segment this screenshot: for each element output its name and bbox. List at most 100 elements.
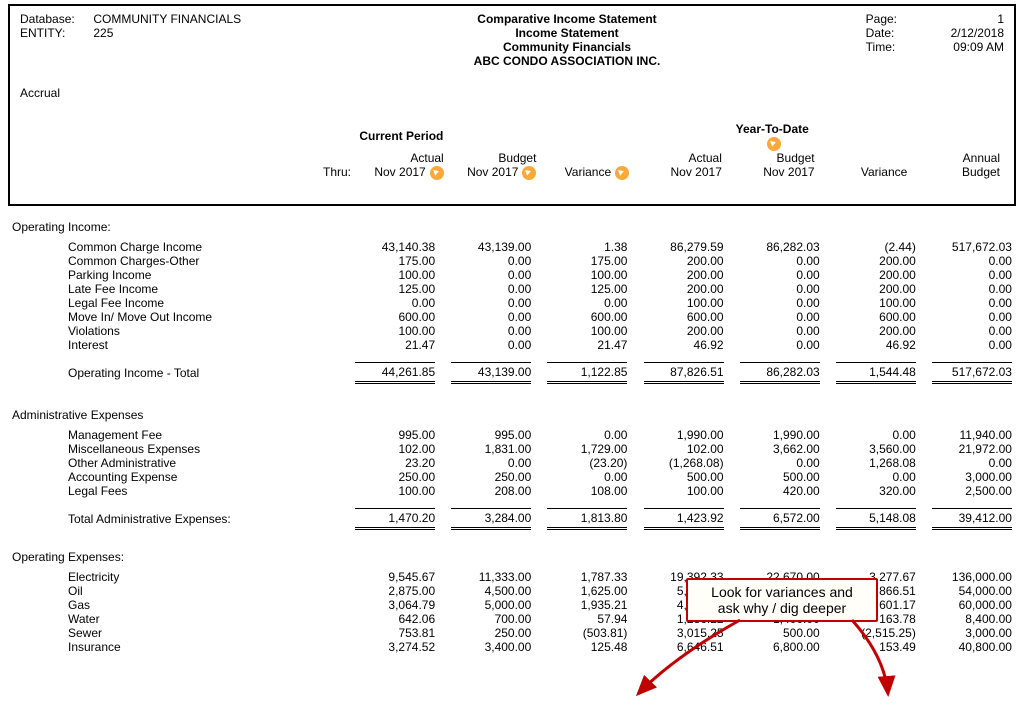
budget-ytd: 500.00 (728, 626, 824, 640)
budget-current: 0.00 (439, 324, 535, 338)
operating-expenses-header: Operating Expenses: (8, 550, 1016, 564)
row-label: Parking Income (8, 268, 343, 282)
variance-current: 100.00 (535, 324, 631, 338)
title-2: Income Statement (300, 26, 834, 40)
time-label: Time: (866, 40, 911, 54)
budget-current: 0.00 (439, 268, 535, 282)
actual-current: 9,545.67 (343, 570, 439, 584)
variance-ytd: 46.92 (824, 338, 920, 352)
budget-current: 0.00 (439, 296, 535, 310)
actual-current: 100.00 (343, 324, 439, 338)
variance-ytd: 100.00 (824, 296, 920, 310)
budget-current: 1,831.00 (439, 442, 535, 456)
admin-expenses-rows: Management Fee995.00995.000.001,990.001,… (8, 428, 1016, 498)
budget-ytd: 420.00 (728, 484, 824, 498)
col-nov-3: Nov 2017 (633, 165, 726, 179)
budget-current: 250.00 (439, 470, 535, 484)
col-annual-budget: Budget (911, 165, 1004, 179)
budget-ytd: 6,800.00 (728, 640, 824, 654)
actual-ytd: 500.00 (631, 470, 727, 484)
variance-current: 600.00 (535, 310, 631, 324)
actual-current: 0.00 (343, 296, 439, 310)
row-label: Management Fee (8, 428, 343, 442)
budget-current: 4,500.00 (439, 584, 535, 598)
budget-ytd: 3,662.00 (728, 442, 824, 456)
row-label: Other Administrative (8, 456, 343, 470)
table-row: Legal Fees100.00208.00108.00100.00420.00… (8, 484, 1016, 498)
col-variance-2: Variance (819, 165, 912, 179)
actual-current: 642.06 (343, 612, 439, 626)
page-label: Page: (866, 12, 911, 26)
date-label: Date: (866, 26, 911, 40)
annual-budget: 11,940.00 (920, 428, 1016, 442)
operating-income-header: Operating Income: (8, 220, 1016, 234)
annual-budget: 0.00 (920, 268, 1016, 282)
col-actual-1: Actual (355, 151, 448, 165)
header-left: Database: COMMUNITY FINANCIALS ENTITY: 2… (20, 12, 300, 68)
variance-ytd: 320.00 (824, 484, 920, 498)
thru-label: Thru: (20, 165, 355, 179)
annual-budget: 21,972.00 (920, 442, 1016, 456)
col-budget-1: Budget (448, 151, 541, 165)
table-row: Accounting Expense250.00250.000.00500.00… (8, 470, 1016, 484)
annual-budget: 40,800.00 (920, 640, 1016, 654)
actual-current: 21.47 (343, 338, 439, 352)
budget-ytd: 0.00 (728, 310, 824, 324)
variance-ytd: 200.00 (824, 254, 920, 268)
actual-ytd: 102.00 (631, 442, 727, 456)
budget-ytd: 0.00 (728, 456, 824, 470)
annual-budget: 3,000.00 (920, 626, 1016, 640)
cursor-icon (767, 137, 781, 151)
table-row: Miscellaneous Expenses102.001,831.001,72… (8, 442, 1016, 456)
row-label: Move In/ Move Out Income (8, 310, 343, 324)
row-label: Gas (8, 598, 343, 612)
variance-ytd: 200.00 (824, 324, 920, 338)
budget-current: 43,139.00 (439, 240, 535, 254)
row-label: Insurance (8, 640, 343, 654)
time-value: 09:09 AM (914, 40, 1004, 54)
col-nov-2: Nov 2017 (448, 165, 541, 180)
variance-ytd: 3,560.00 (824, 442, 920, 456)
budget-ytd: 0.00 (728, 282, 824, 296)
actual-ytd: 200.00 (631, 282, 727, 296)
row-label: Legal Fees (8, 484, 343, 498)
budget-ytd: 0.00 (728, 268, 824, 282)
annual-budget: 60,000.00 (920, 598, 1016, 612)
annual-budget: 3,000.00 (920, 470, 1016, 484)
variance-ytd: 200.00 (824, 282, 920, 296)
actual-current: 2,875.00 (343, 584, 439, 598)
budget-current: 700.00 (439, 612, 535, 626)
table-row: Insurance3,274.523,400.00125.486,646.516… (8, 640, 1016, 654)
table-row: Management Fee995.00995.000.001,990.001,… (8, 428, 1016, 442)
annual-budget: 0.00 (920, 456, 1016, 470)
actual-current: 23.20 (343, 456, 439, 470)
variance-ytd: (2.44) (824, 240, 920, 254)
row-label: Accounting Expense (8, 470, 343, 484)
report-page: Database: COMMUNITY FINANCIALS ENTITY: 2… (0, 0, 1024, 728)
budget-current: 0.00 (439, 338, 535, 352)
actual-current: 100.00 (343, 484, 439, 498)
annual-budget: 54,000.00 (920, 584, 1016, 598)
actual-ytd: 46.92 (631, 338, 727, 352)
actual-ytd: 100.00 (631, 484, 727, 498)
variance-current: 1,729.00 (535, 442, 631, 456)
column-headers: Current Period Year-To-Date Actual Budge… (20, 122, 1004, 180)
variance-current: 57.94 (535, 612, 631, 626)
budget-ytd: 0.00 (728, 254, 824, 268)
budget-current: 0.00 (439, 254, 535, 268)
table-row: Other Administrative23.200.00(23.20)(1,2… (8, 456, 1016, 470)
budget-current: 11,333.00 (439, 570, 535, 584)
table-row: Interest21.470.0021.4746.920.0046.920.00 (8, 338, 1016, 352)
variance-ytd: 600.00 (824, 310, 920, 324)
variance-current: 125.00 (535, 282, 631, 296)
col-nov-1: Nov 2017 (355, 165, 448, 180)
annotation-callout: Look for variances andask why / dig deep… (686, 578, 878, 622)
annual-budget: 8,400.00 (920, 612, 1016, 626)
row-label: Legal Fee Income (8, 296, 343, 310)
entity-value: 225 (93, 26, 113, 40)
variance-current: 1,935.21 (535, 598, 631, 612)
date-value: 2/12/2018 (914, 26, 1004, 40)
actual-ytd: 600.00 (631, 310, 727, 324)
variance-ytd: 0.00 (824, 428, 920, 442)
variance-ytd: 0.00 (824, 470, 920, 484)
